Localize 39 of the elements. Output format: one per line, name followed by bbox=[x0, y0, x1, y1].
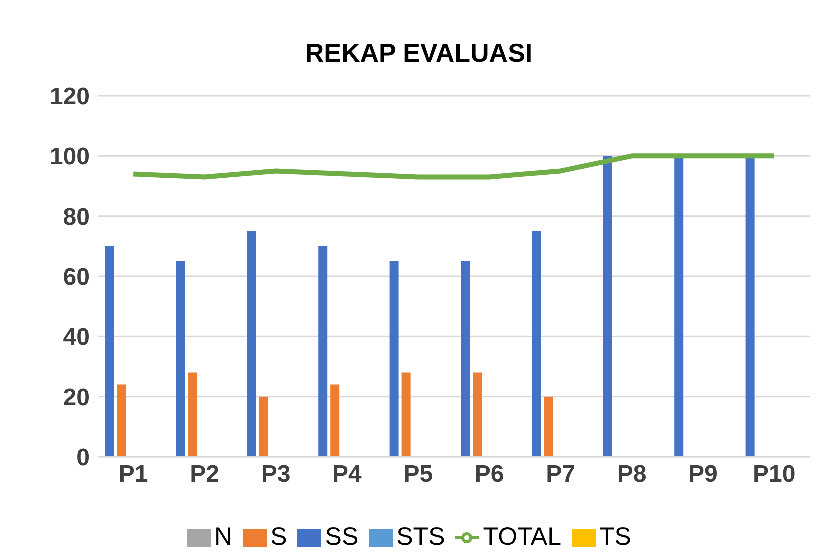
y-tick-label: 120 bbox=[50, 84, 90, 111]
bar bbox=[603, 156, 612, 457]
bar bbox=[402, 372, 411, 457]
x-tick-label: P3 bbox=[261, 461, 291, 488]
bar bbox=[390, 261, 399, 457]
bar bbox=[461, 261, 470, 457]
x-tick-label: P5 bbox=[404, 461, 434, 488]
bar bbox=[117, 384, 126, 457]
y-tick-label: 20 bbox=[63, 384, 90, 412]
chart-title: REKAP EVALUASI bbox=[304, 37, 534, 70]
y-tick-label: 60 bbox=[63, 264, 90, 292]
legend-label: N bbox=[214, 523, 233, 551]
legend-label: SS bbox=[325, 523, 359, 551]
legend-label: TS bbox=[600, 523, 632, 551]
x-tick-label: P7 bbox=[546, 461, 576, 488]
x-tick-label: P2 bbox=[190, 461, 220, 488]
y-tick-label: 40 bbox=[63, 324, 90, 352]
legend-label: STS bbox=[396, 523, 446, 551]
bar bbox=[176, 261, 186, 457]
x-tick-label: P10 bbox=[753, 461, 796, 488]
y-tick-label: 80 bbox=[63, 204, 90, 231]
bar bbox=[105, 246, 114, 457]
bar bbox=[259, 396, 268, 457]
bar bbox=[318, 246, 328, 457]
bar bbox=[247, 231, 256, 457]
x-tick-label: P6 bbox=[474, 461, 504, 488]
x-tick-label: P1 bbox=[118, 461, 148, 488]
legend-label: S bbox=[270, 523, 288, 551]
bar bbox=[532, 231, 542, 457]
bar bbox=[188, 372, 198, 457]
bar bbox=[544, 396, 554, 457]
bar bbox=[473, 372, 482, 457]
y-tick-label: 0 bbox=[76, 444, 90, 472]
x-tick-label: P8 bbox=[617, 461, 647, 488]
legend-label: TOTAL bbox=[483, 523, 562, 551]
y-tick-label: 100 bbox=[50, 144, 90, 171]
bar bbox=[330, 384, 340, 457]
x-tick-label: P4 bbox=[332, 461, 363, 488]
x-tick-label: P9 bbox=[688, 461, 718, 488]
